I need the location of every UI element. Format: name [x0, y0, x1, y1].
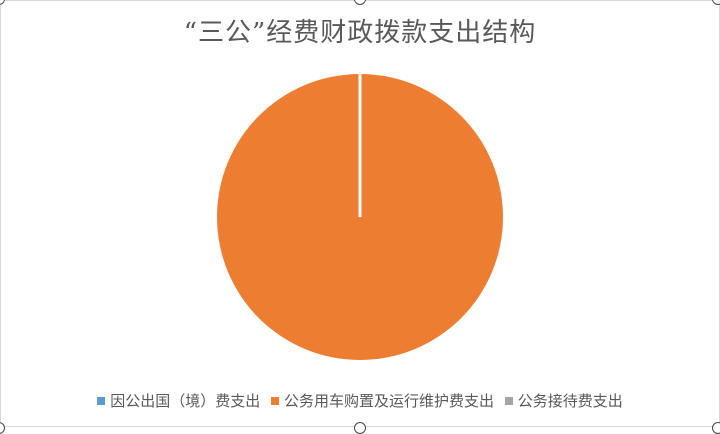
- legend-item: 公务用车购置及运行维护费支出: [271, 390, 494, 411]
- legend-label: 公务接待费支出: [518, 392, 623, 410]
- legend-swatch: [271, 397, 279, 405]
- legend-swatch: [505, 397, 513, 405]
- legend-label: 公务用车购置及运行维护费支出: [284, 392, 494, 410]
- legend: 因公出国（境）费支出 公务用车购置及运行维护费支出 公务接待费支出: [0, 390, 720, 411]
- legend-label: 因公出国（境）费支出: [110, 392, 260, 410]
- legend-item: 因公出国（境）费支出: [97, 390, 260, 411]
- legend-item: 公务接待费支出: [505, 390, 623, 411]
- legend-swatch: [97, 397, 105, 405]
